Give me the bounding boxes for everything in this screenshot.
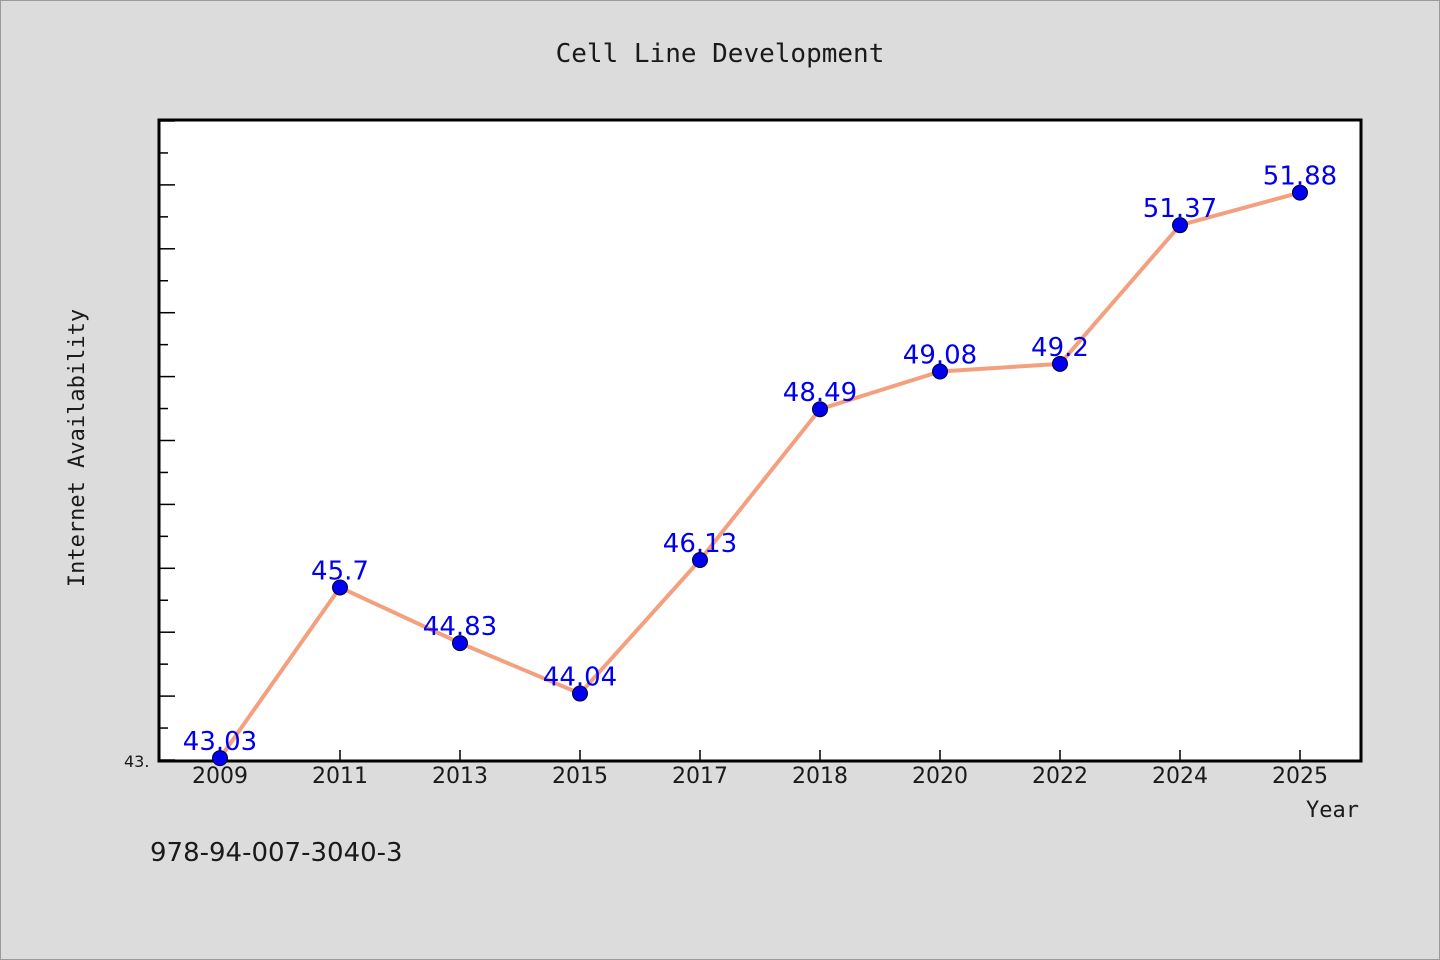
data-label: 44.04	[543, 663, 617, 693]
data-point	[212, 750, 228, 767]
data-point	[1052, 355, 1068, 372]
series-group: 43.03 45.7 44.83 44.04 46.13 48.49 49.08 49.2 51…	[183, 162, 1337, 767]
data-point	[332, 579, 348, 596]
data-label: 46.13	[663, 529, 737, 559]
x-tick-label: 2020	[912, 764, 968, 789]
x-tick-label: 2017	[672, 764, 728, 789]
x-axis-label: Year	[1306, 798, 1359, 823]
plot-area	[157, 118, 1363, 763]
data-point	[1292, 184, 1308, 201]
data-label: 49.2	[1031, 333, 1089, 363]
chart-title: Cell Line Development	[556, 39, 885, 69]
x-tick-label: 2011	[312, 764, 368, 789]
data-label: 45.7	[311, 556, 369, 586]
data-point	[932, 363, 948, 380]
y-tick-label: 43.	[124, 752, 149, 771]
data-point	[452, 635, 468, 652]
data-label: 51.88	[1263, 162, 1337, 192]
x-tick-label: 2015	[552, 764, 608, 789]
x-axis: 2009 2011 2013 2015 2017 2018 2020 2022 2024 2025	[192, 750, 1328, 789]
footer-text: 978-94-007-3040-3	[150, 838, 403, 868]
y-axis-ticks	[160, 120, 175, 761]
data-label: 43.03	[183, 727, 257, 757]
x-tick-label: 2018	[792, 764, 848, 789]
data-label: 44.83	[423, 612, 497, 642]
x-tick-label: 2022	[1032, 764, 1088, 789]
x-tick-label: 2009	[192, 764, 248, 789]
data-point	[572, 685, 588, 702]
series-line	[218, 190, 1302, 761]
data-label: 51.37	[1143, 194, 1217, 224]
data-label: 49.08	[903, 340, 977, 370]
data-label: 48.49	[783, 378, 857, 408]
x-tick-label: 2013	[432, 764, 488, 789]
x-tick-label: 2024	[1152, 764, 1208, 789]
x-tick-label: 2025	[1272, 764, 1328, 789]
data-point	[692, 551, 708, 568]
data-point	[1172, 217, 1188, 234]
y-axis-label: Internet Availability	[65, 309, 90, 587]
data-point	[812, 401, 828, 418]
